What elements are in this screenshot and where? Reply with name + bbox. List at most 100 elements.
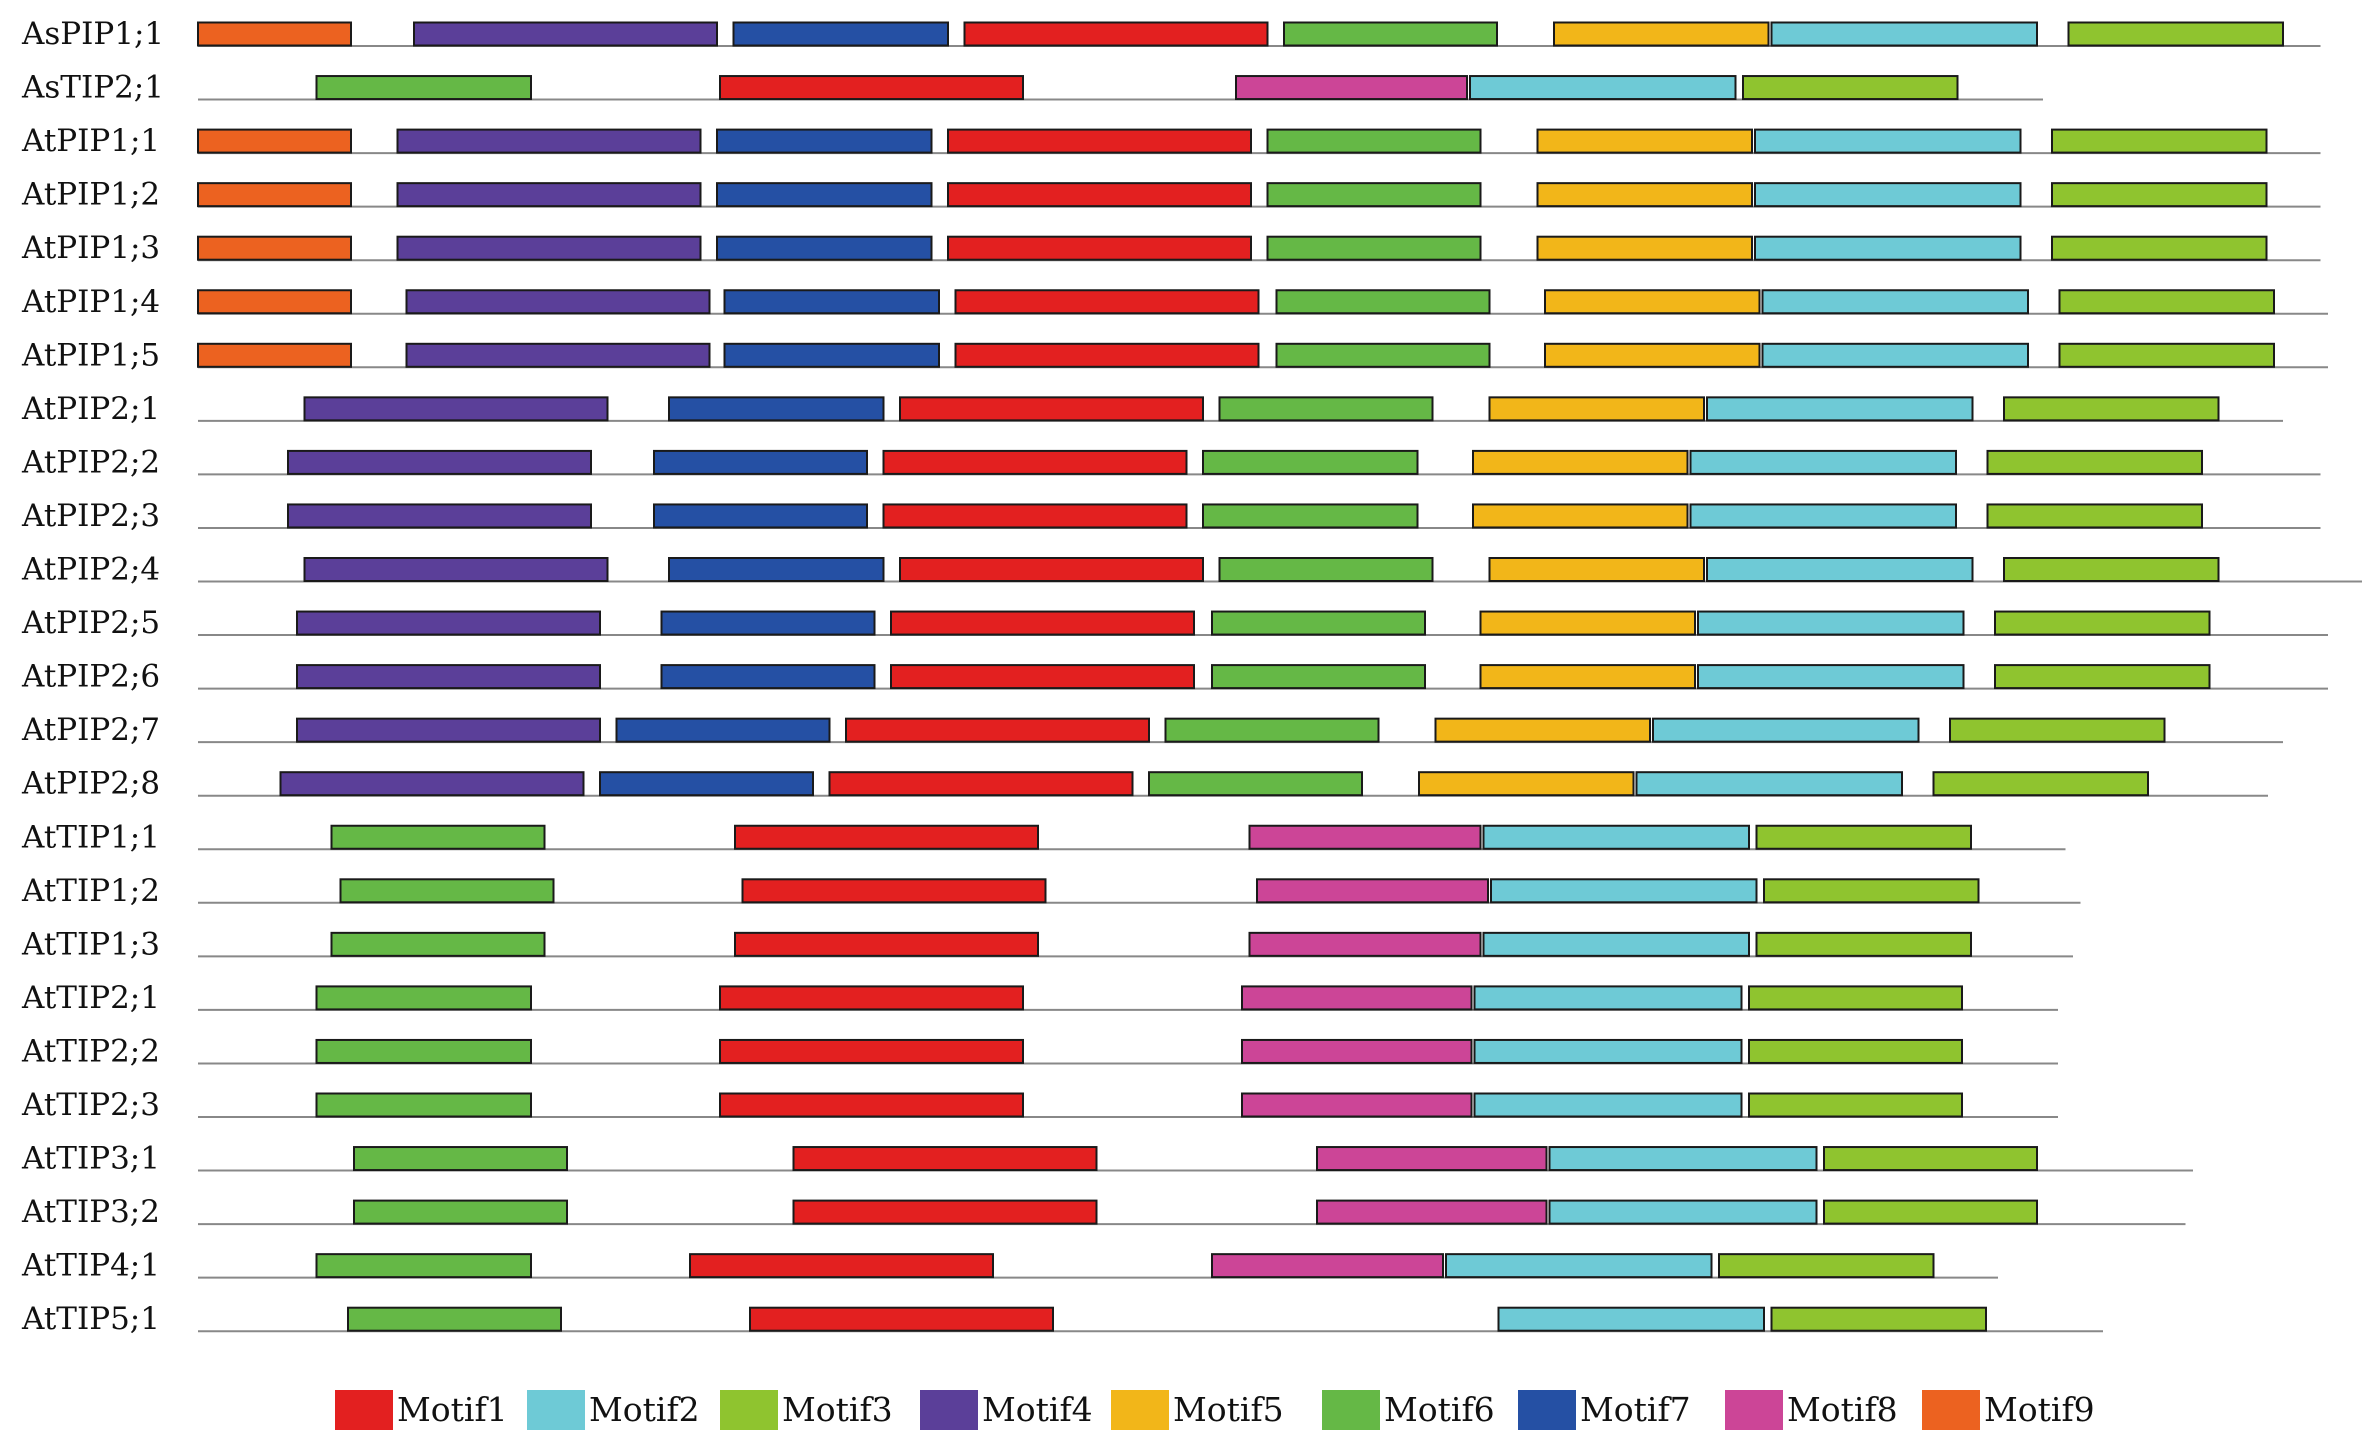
motif-6-block <box>1266 128 1482 154</box>
motif-6-block <box>315 75 532 101</box>
motif-2-block <box>1473 1038 1743 1064</box>
motif-4-block <box>287 503 592 529</box>
motif-3-block <box>1770 1306 1987 1332</box>
gene-label: AtPIP2;1 <box>21 391 160 427</box>
motif-3-block <box>1994 610 2211 636</box>
motif-2-block <box>1548 1199 1818 1225</box>
motif-7-block <box>732 21 949 47</box>
gene-label: AtPIP1;5 <box>21 337 160 373</box>
motif-2-block <box>1497 1306 1765 1332</box>
gene-row: AtPIP1;2 <box>21 177 2321 213</box>
motif-5-block <box>1544 342 1761 368</box>
motif-2-block <box>1635 771 1903 797</box>
motif-3-block <box>1748 985 1963 1011</box>
motif-3-block <box>1748 1092 1963 1118</box>
gene-row: AsPIP1;1 <box>21 16 2321 52</box>
motif-6-block <box>1266 182 1482 208</box>
motif-3-block <box>1748 1038 1963 1064</box>
motif-6-block <box>330 931 546 957</box>
motif-8-block <box>1241 1092 1473 1118</box>
motif-5-block <box>1536 182 1753 208</box>
motif-3-block <box>2058 289 2275 315</box>
legend-label: Motif4 <box>982 1390 1093 1429</box>
legend-item: Motif4 <box>920 1390 1093 1430</box>
gene-label: AtPIP1;1 <box>21 123 160 159</box>
motif-6-block <box>1202 449 1419 475</box>
motif-3-block <box>1755 824 1972 850</box>
motif-3-block <box>1755 931 1972 957</box>
legend-item: Motif8 <box>1725 1390 1898 1430</box>
motif-7-block <box>615 717 831 743</box>
motif-8-block <box>1316 1199 1548 1225</box>
gene-row: AtTIP1;3 <box>21 926 2073 962</box>
legend-label: Motif6 <box>1384 1390 1495 1429</box>
gene-row: AtTIP2;1 <box>21 980 2058 1016</box>
motif-4-block <box>296 664 601 690</box>
gene-row: AtTIP2;3 <box>21 1087 2058 1123</box>
gene-label: AtPIP1;3 <box>21 230 160 266</box>
gene-row: AtPIP2;7 <box>21 712 2283 748</box>
gene-label: AtTIP1;1 <box>21 819 160 855</box>
motif-2-block <box>1652 717 1920 743</box>
motif-1-block <box>719 75 1024 101</box>
motif-7-block <box>668 396 885 422</box>
motif-4-block <box>303 557 609 582</box>
motif-7-block <box>660 610 876 636</box>
motif-2-block <box>1689 503 1957 529</box>
motif-2-block <box>1689 449 1957 475</box>
motif-2-block <box>1754 235 2022 261</box>
motif-3-block <box>2058 342 2275 368</box>
motif-7-block <box>716 182 933 208</box>
gene-row: AtTIP5;1 <box>21 1301 2103 1337</box>
motif-5-block <box>1479 610 1696 636</box>
motif-3-block <box>1994 664 2211 690</box>
legend-label: Motif8 <box>1787 1390 1898 1429</box>
motif-8-block <box>1241 1038 1473 1064</box>
legend-swatch <box>920 1390 978 1430</box>
motif-6-block <box>1148 771 1363 797</box>
motif-4-block <box>413 21 718 47</box>
motif-3-block <box>2003 557 2220 582</box>
motif-6-block <box>1164 717 1380 743</box>
motif-1-block <box>719 1092 1024 1118</box>
legend-swatch <box>1922 1390 1980 1430</box>
motif-1-block <box>828 771 1134 797</box>
motif-5-block <box>1488 557 1705 582</box>
motif-4-block <box>396 182 702 208</box>
motif-3-block <box>1763 878 1980 904</box>
legend-item: Motif3 <box>720 1390 893 1430</box>
motif-7-block <box>723 289 940 315</box>
motif-7-block <box>668 557 885 582</box>
motif-9-block <box>197 289 352 315</box>
motif-8-block <box>1235 75 1468 101</box>
motif-8-block <box>1316 1146 1548 1172</box>
motif-4-block <box>396 235 702 261</box>
motif-6-block <box>347 1306 562 1332</box>
motif-3-block <box>2051 182 2268 208</box>
legend-item: Motif1 <box>335 1390 508 1430</box>
motif-1-block <box>734 931 1039 957</box>
motif-7-block <box>653 449 868 475</box>
gene-label: AtTIP3;1 <box>21 1141 160 1177</box>
motif-2-block <box>1473 985 1743 1011</box>
legend-swatch <box>335 1390 393 1430</box>
legend-item: Motif2 <box>527 1390 700 1430</box>
motif-6-block <box>353 1146 568 1172</box>
motif-6-block <box>1202 503 1419 529</box>
legend-label: Motif7 <box>1580 1390 1691 1429</box>
motif-3-block <box>1742 75 1959 101</box>
motif-3-block <box>1932 771 2149 797</box>
motif-3-block <box>2003 396 2220 422</box>
gene-label: AtTIP2;2 <box>21 1033 160 1069</box>
motif-2-block <box>1697 610 1965 636</box>
motif-5-block <box>1434 717 1651 743</box>
gene-label: AtTIP5;1 <box>21 1301 160 1337</box>
gene-label: AtPIP2;8 <box>21 766 160 802</box>
motif-5-block <box>1536 128 1753 154</box>
motif-1-block <box>741 878 1047 904</box>
motif-2-block <box>1706 396 1974 422</box>
motif-8-block <box>1256 878 1489 904</box>
motif-1-block <box>899 557 1204 582</box>
motif-5-block <box>1544 289 1761 315</box>
